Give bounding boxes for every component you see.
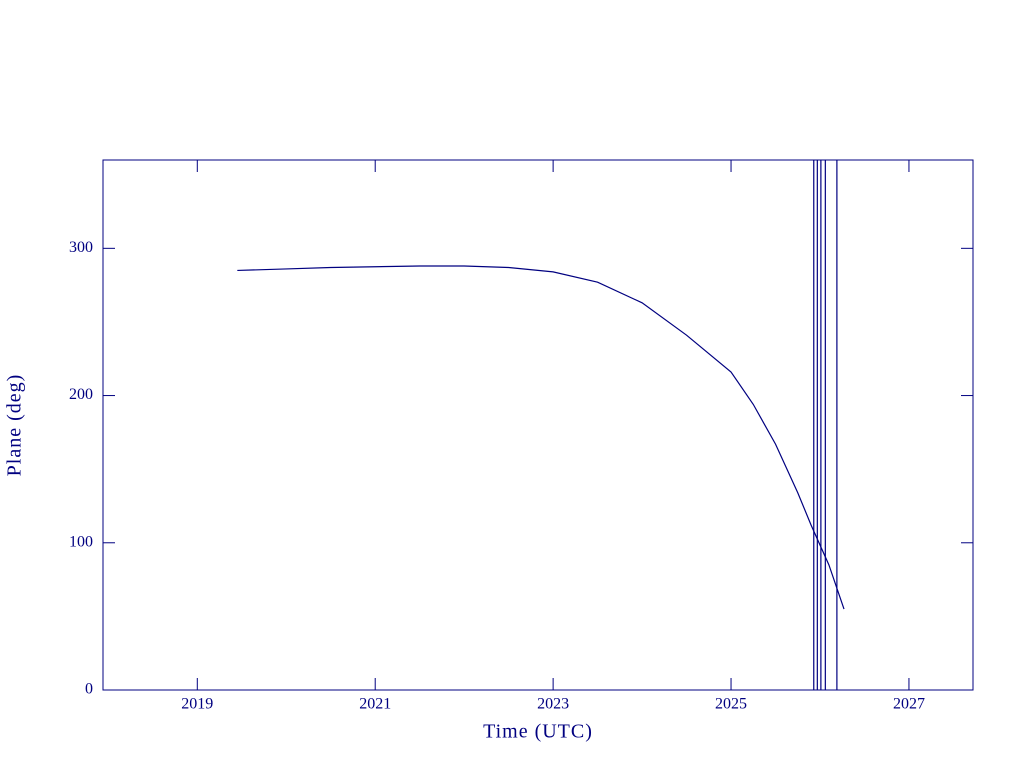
x-tick-label: 2023 [537, 696, 569, 713]
y-tick-label: 0 [85, 681, 93, 698]
y-tick-label: 100 [69, 533, 93, 550]
x-tick-label: 2021 [359, 696, 391, 713]
plot-frame [102, 159, 974, 691]
x-axis-label: Time (UTC) [483, 721, 593, 743]
x-tick-label: 2019 [181, 696, 213, 713]
y-tick-label: 200 [69, 386, 93, 403]
data-line [237, 265, 845, 610]
y-tick-label: 300 [69, 239, 93, 256]
x-tick-label: 2027 [893, 696, 925, 713]
x-tick-label: 2025 [715, 696, 747, 713]
y-axis-label: Plane (deg) [4, 374, 26, 477]
